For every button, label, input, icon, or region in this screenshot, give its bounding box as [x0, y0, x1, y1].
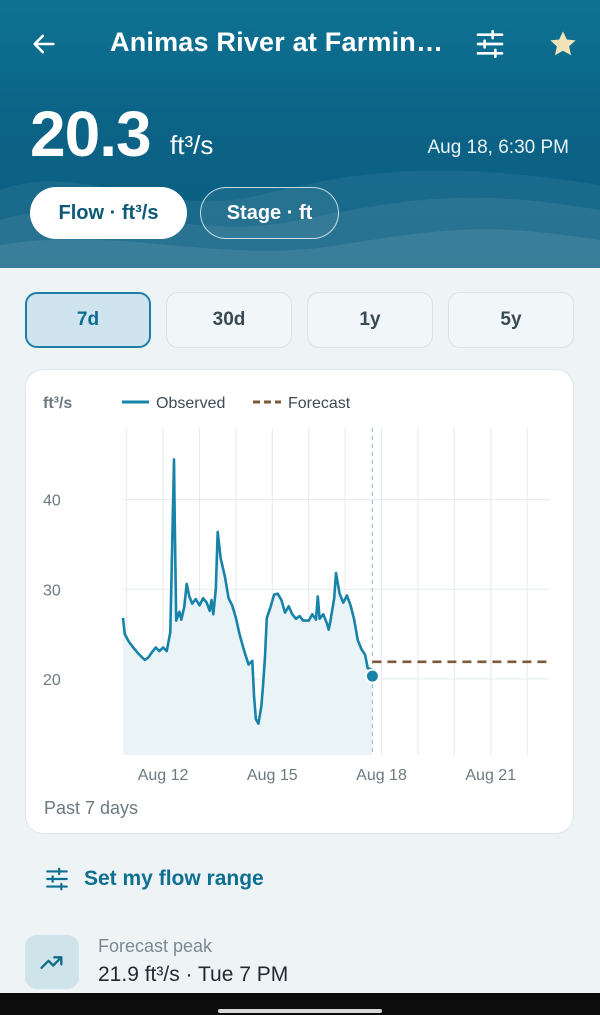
- trending-up-icon: [40, 956, 63, 969]
- legend-observed-label: Observed: [156, 395, 225, 412]
- range-tab-7d[interactable]: 7d: [25, 292, 151, 348]
- x-tick-label: Aug 21: [465, 767, 516, 784]
- back-button[interactable]: [24, 24, 64, 64]
- forecast-peak-value: 21.9 ft³/s · Tue 7 PM: [98, 963, 289, 986]
- range-tab-5y[interactable]: 5y: [448, 292, 574, 348]
- tune-icon: [476, 30, 504, 58]
- wave-decoration: [0, 170, 600, 268]
- y-tick-label: 30: [43, 582, 61, 599]
- range-tab-30d[interactable]: 30d: [166, 292, 292, 348]
- tab-stage[interactable]: Stage · ft: [200, 187, 339, 239]
- star-icon: [550, 31, 576, 56]
- y-axis-unit-label: ft³/s: [43, 395, 72, 412]
- gauge-header: Animas River at Farmin… 20.3 ft³/s Aug 1…: [0, 0, 600, 268]
- top-app-bar: Animas River at Farmin…: [0, 0, 600, 88]
- current-flow-unit: ft³/s: [170, 130, 214, 160]
- flow-chart-card: ft³/s Observed Forecast 20 30 40 Aug 12 Aug…: [25, 369, 574, 834]
- chart-caption: Past 7 days: [44, 798, 139, 818]
- system-navigation-bar: [0, 993, 600, 1015]
- settings-button[interactable]: [470, 24, 510, 64]
- tab-flow[interactable]: Flow · ft³/s: [30, 187, 187, 239]
- y-tick-label: 40: [43, 493, 61, 510]
- reading-timestamp: Aug 18, 6:30 PM: [427, 137, 569, 158]
- x-tick-label: Aug 15: [247, 767, 298, 784]
- set-flow-range-button[interactable]: Set my flow range: [44, 866, 264, 892]
- legend-forecast-label: Forecast: [288, 395, 351, 412]
- flow-chart[interactable]: ft³/s Observed Forecast 20 30 40 Aug 12 Aug…: [26, 370, 575, 835]
- page-title: Animas River at Farmin…: [110, 27, 440, 57]
- tune-icon: [46, 867, 68, 891]
- x-tick-label: Aug 18: [356, 767, 407, 784]
- forecast-peak-label: Forecast peak: [98, 936, 213, 956]
- observed-area-fill: [123, 459, 373, 755]
- current-flow-value: 20.3: [30, 98, 152, 170]
- forecast-peak-icon-box: [25, 935, 79, 989]
- current-value-dot: [364, 668, 380, 684]
- home-indicator[interactable]: [218, 1009, 382, 1013]
- arrow-back-icon: [33, 34, 55, 54]
- x-tick-label: Aug 12: [138, 767, 189, 784]
- favorite-button[interactable]: [543, 24, 583, 64]
- observed-series-line: [121, 458, 374, 725]
- set-flow-range-label: Set my flow range: [84, 867, 264, 890]
- y-tick-label: 20: [43, 672, 61, 689]
- range-tab-1y[interactable]: 1y: [307, 292, 433, 348]
- chart-legend: Observed Forecast: [122, 395, 351, 412]
